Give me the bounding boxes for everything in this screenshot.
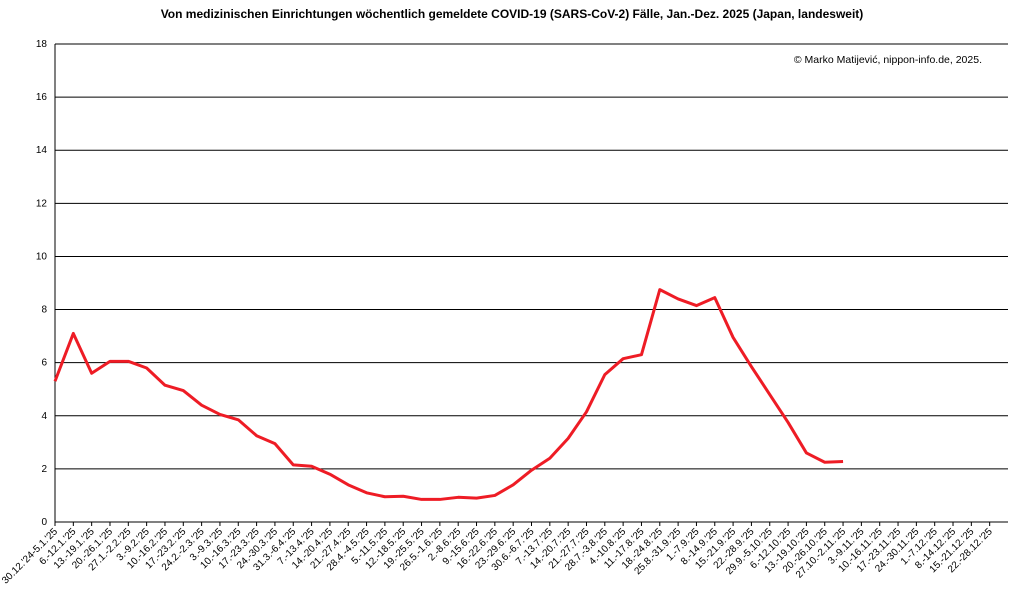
y-tick-label: 2 [41,464,47,475]
y-tick-label: 14 [36,145,48,156]
y-tick-label: 10 [36,251,48,262]
y-tick-label: 6 [41,358,47,369]
chart-title: Von medizinischen Einrichtungen wöchentl… [161,7,864,21]
annotation: © Marko Matijević, nippon-info.de, 2025. [794,54,982,66]
y-tick-label: 4 [41,411,47,422]
y-tick-label: 8 [41,305,47,316]
line-series [53,288,844,501]
y-tick-label: 16 [36,92,48,103]
y-tick-label: 0 [41,517,47,528]
y-tick-label: 12 [36,198,48,209]
y-tick-label: 18 [36,39,48,50]
